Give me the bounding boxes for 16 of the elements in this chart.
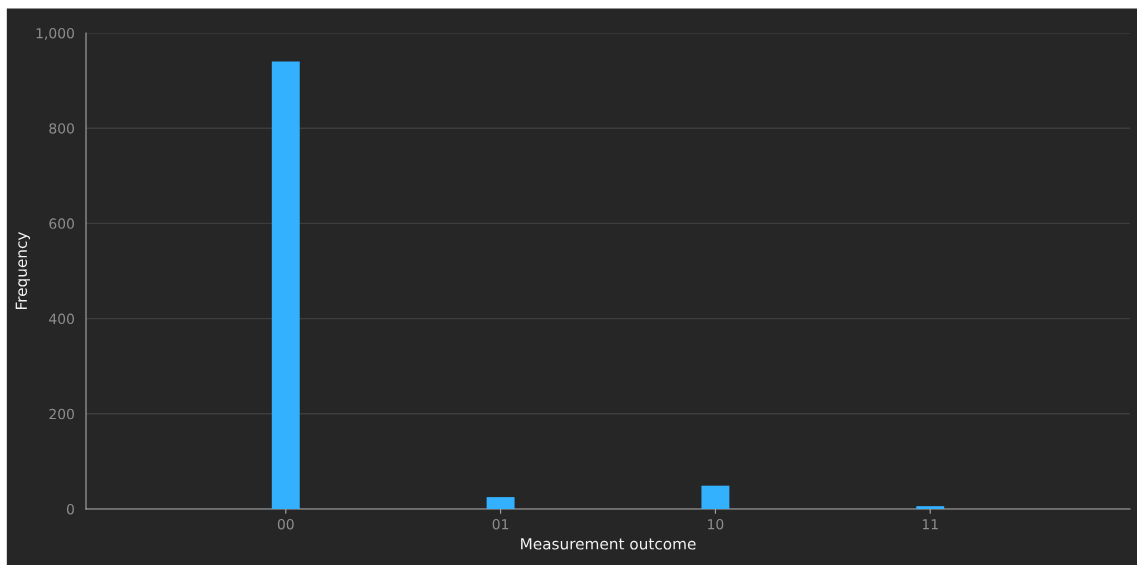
bar <box>916 506 945 509</box>
bar <box>486 497 515 509</box>
y-axis-title: Frequency <box>15 232 30 309</box>
x-axis-title: Measurement outcome <box>521 538 696 550</box>
x-tick-label: 10 <box>708 518 724 530</box>
x-tick-label: 01 <box>492 518 509 530</box>
x-tick-label: 11 <box>922 519 938 530</box>
y-tick-label: 1,000 <box>36 27 74 40</box>
bar <box>271 61 300 509</box>
y-tick-label: 200 <box>49 408 74 420</box>
y-tick-label: 600 <box>49 218 74 229</box>
bar <box>701 485 730 509</box>
y-tick-label: 800 <box>49 123 74 134</box>
y-tick-label: 0 <box>66 503 74 515</box>
y-tick-label: 400 <box>49 313 74 325</box>
x-tick-label: 00 <box>277 518 294 530</box>
